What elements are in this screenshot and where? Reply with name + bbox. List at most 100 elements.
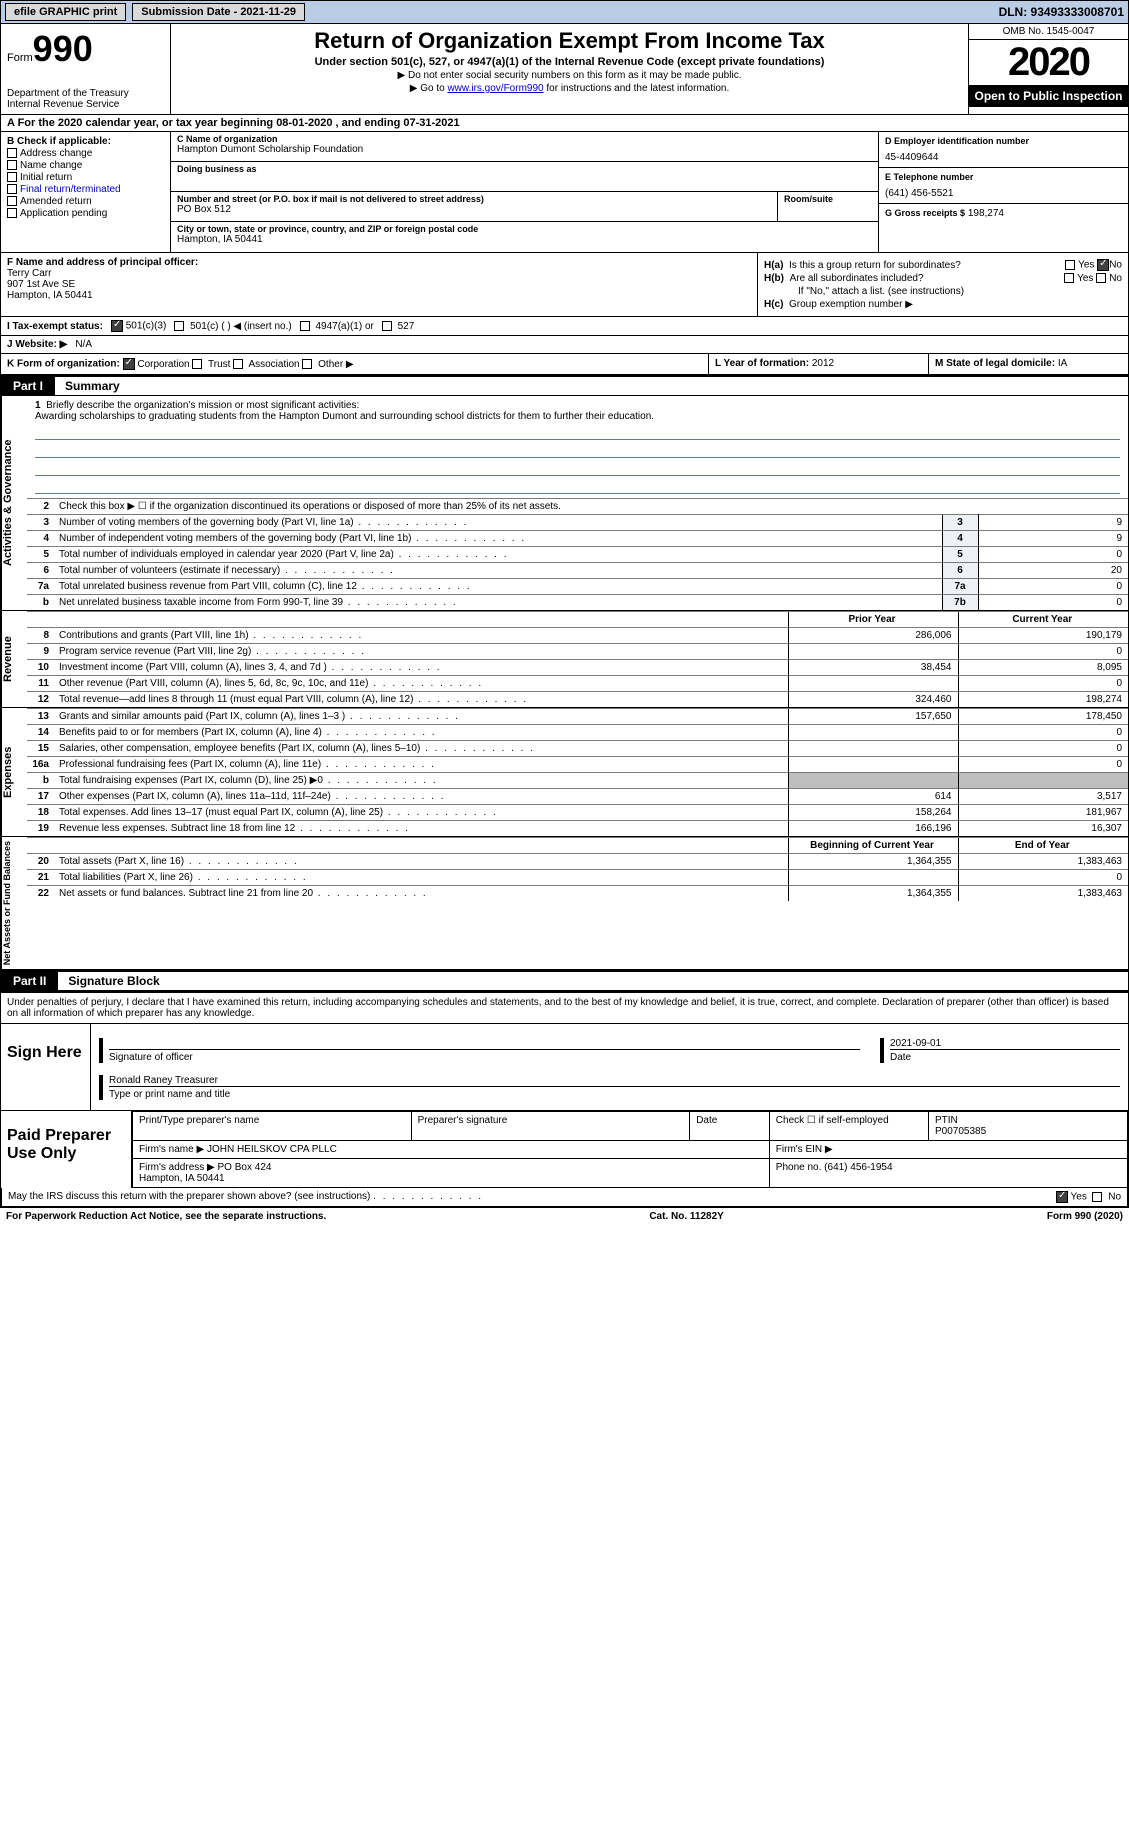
col-f: F Name and address of principal officer:… [1, 253, 758, 316]
part2-title: Signature Block [58, 972, 169, 990]
opt-assoc[interactable]: Association [233, 359, 299, 370]
row-j: J Website: ▶ N/A [0, 336, 1129, 354]
chk-name[interactable]: Name change [7, 160, 164, 171]
name-lbl: C Name of organization [177, 134, 872, 144]
prep-date-lbl: Date [696, 1115, 763, 1126]
l-val: 2012 [812, 358, 834, 369]
row-a: A For the 2020 calendar year, or tax yea… [0, 115, 1129, 132]
header: Form990 Department of the Treasury Inter… [0, 24, 1129, 115]
arrow2: ▶ Go to www.irs.gov/Form990 for instruct… [177, 83, 962, 94]
row-j-lbl: J Website: ▶ [7, 339, 67, 350]
sign-here: Sign Here [1, 1024, 91, 1110]
declaration: Under penalties of perjury, I declare th… [1, 993, 1128, 1023]
ein-lbl: D Employer identification number [885, 136, 1122, 146]
dln: DLN: 93493333008701 [999, 5, 1124, 19]
opt-other[interactable]: Other ▶ [302, 359, 353, 370]
check-self[interactable]: Check ☐ if self-employed [776, 1115, 922, 1126]
street: PO Box 512 [177, 204, 771, 215]
officer-typed: Ronald Raney Treasurer [109, 1075, 1120, 1087]
l-lbl: L Year of formation: [715, 358, 809, 369]
form-label: Form [7, 52, 33, 64]
chk-final[interactable]: Final return/terminated [7, 184, 164, 195]
officer-lbl: F Name and address of principal officer: [7, 257, 751, 268]
firm-phone: (641) 456-1954 [824, 1162, 892, 1173]
opt-corp[interactable]: Corporation [123, 359, 190, 370]
arrow1: ▶ Do not enter social security numbers o… [177, 70, 962, 81]
footer: For Paperwork Reduction Act Notice, see … [0, 1208, 1129, 1225]
dept-label: Department of the Treasury Internal Reve… [7, 88, 164, 110]
opt-4947[interactable]: 4947(a)(1) or [300, 321, 374, 332]
prep-name-lbl: Print/Type preparer's name [139, 1115, 405, 1126]
sidebar-exp: Expenses [1, 708, 27, 836]
city-lbl: City or town, state or province, country… [177, 224, 872, 234]
subtitle: Under section 501(c), 527, or 4947(a)(1)… [177, 56, 962, 68]
submission-date: Submission Date - 2021-11-29 [132, 3, 305, 21]
opt-trust[interactable]: Trust [192, 359, 230, 370]
opt-501c3[interactable]: 501(c)(3) [111, 320, 166, 332]
form990-link[interactable]: www.irs.gov/Form990 [447, 83, 543, 94]
arrow2-post: for instructions and the latest informat… [544, 83, 730, 94]
part2-tag: Part II [1, 972, 58, 990]
ptin: P00705385 [935, 1126, 1121, 1137]
efile-btn[interactable]: efile GRAPHIC print [5, 3, 126, 21]
hb-answer: Yes No [1064, 273, 1122, 284]
gov-table: 2Check this box ▶ ☐ if the organization … [27, 498, 1128, 610]
website: N/A [75, 339, 92, 350]
row-i-lbl: I Tax-exempt status: [7, 321, 103, 332]
sidebar-gov: Activities & Governance [1, 396, 27, 610]
hb-note: If "No," attach a list. (see instruction… [798, 286, 1122, 297]
officer-addr1: 907 1st Ave SE [7, 279, 751, 290]
tel: (641) 456-5521 [885, 188, 1122, 199]
part1-gov: Activities & Governance 1 Briefly descri… [0, 396, 1129, 611]
type-lbl: Type or print name and title [109, 1089, 1120, 1100]
header-mid: Return of Organization Exempt From Incom… [171, 24, 968, 114]
opt-501c[interactable]: 501(c) ( ) ◀ (insert no.) [174, 321, 291, 332]
part1-title: Summary [55, 377, 130, 395]
tel-lbl: E Telephone number [885, 172, 1122, 182]
form-footer: Form 990 (2020) [1047, 1211, 1123, 1222]
discuss-q: May the IRS discuss this return with the… [8, 1191, 370, 1202]
firm-phone-lbl: Phone no. [776, 1162, 822, 1173]
officer-name: Terry Carr [7, 268, 751, 279]
row-i: I Tax-exempt status: 501(c)(3) 501(c) ( … [0, 317, 1129, 336]
arrow2-pre: ▶ Go to [410, 83, 448, 94]
part1-net: Net Assets or Fund Balances Beginning of… [0, 837, 1129, 970]
chk-initial[interactable]: Initial return [7, 172, 164, 183]
opt-527[interactable]: 527 [382, 321, 414, 332]
col-b-hdr: B Check if applicable: [7, 136, 164, 147]
sig-block: Under penalties of perjury, I declare th… [0, 991, 1129, 1208]
prep-sig-lbl: Preparer's signature [418, 1115, 684, 1126]
m-lbl: M State of legal domicile: [935, 358, 1055, 369]
firm-addr-lbl: Firm's address ▶ [139, 1162, 215, 1173]
chk-pending[interactable]: Application pending [7, 208, 164, 219]
col-b: B Check if applicable: Address change Na… [1, 132, 171, 252]
gross: 198,274 [968, 208, 1004, 219]
discuss-ans: Yes No [1056, 1191, 1121, 1203]
part1-hdr: Part I Summary [0, 375, 1129, 396]
firm-name: JOHN HEILSKOV CPA PLLC [207, 1144, 337, 1155]
header-right: OMB No. 1545-0047 2020 Open to Public In… [968, 24, 1128, 114]
title: Return of Organization Exempt From Incom… [177, 28, 962, 54]
chk-address[interactable]: Address change [7, 148, 164, 159]
ptin-lbl: PTIN [935, 1115, 1121, 1126]
street-lbl: Number and street (or P.O. box if mail i… [177, 194, 771, 204]
room-lbl: Room/suite [784, 194, 872, 204]
header-left: Form990 Department of the Treasury Inter… [1, 24, 171, 114]
omb: OMB No. 1545-0047 [969, 24, 1128, 40]
date-lbl: Date [890, 1052, 1120, 1063]
net-table: Beginning of Current YearEnd of Year20To… [27, 837, 1128, 901]
col-d: D Employer identification number 45-4409… [878, 132, 1128, 252]
part1-rev: Revenue Prior YearCurrent Year8Contribut… [0, 611, 1129, 708]
part1-exp: Expenses 13Grants and similar amounts pa… [0, 708, 1129, 837]
line1-lbl: Briefly describe the organization's miss… [46, 400, 359, 411]
sidebar-rev: Revenue [1, 611, 27, 707]
row-klm: K Form of organization: Corporation Trus… [0, 354, 1129, 375]
gross-lbl: G Gross receipts $ [885, 208, 965, 218]
row-k-lbl: K Form of organization: [7, 359, 120, 370]
part1-tag: Part I [1, 377, 55, 395]
exp-table: 13Grants and similar amounts paid (Part … [27, 708, 1128, 836]
chk-amended[interactable]: Amended return [7, 196, 164, 207]
city: Hampton, IA 50441 [177, 234, 872, 245]
pra: For Paperwork Reduction Act Notice, see … [6, 1211, 326, 1222]
hb-q: Are all subordinates included? [790, 273, 924, 284]
